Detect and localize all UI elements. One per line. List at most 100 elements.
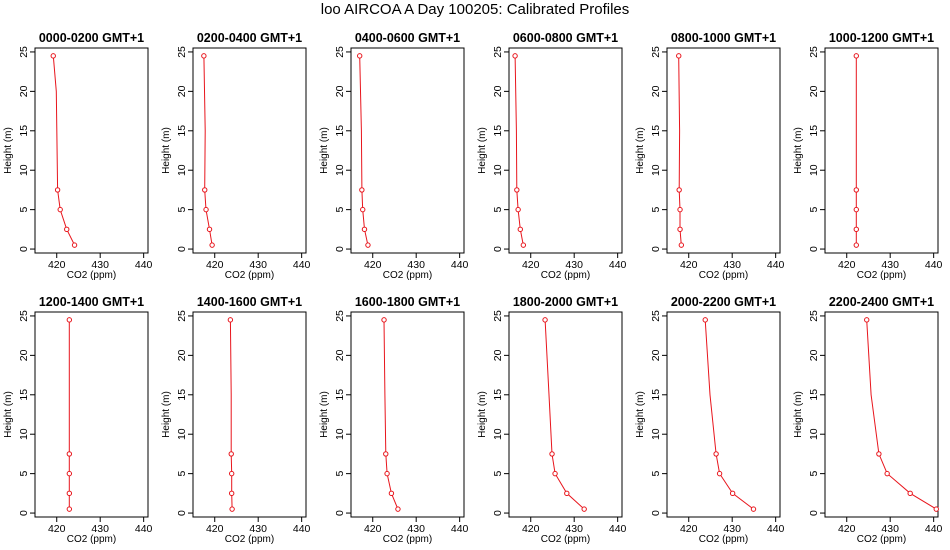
y-tick-label: 0: [808, 246, 820, 252]
profile-point: [71, 242, 78, 248]
y-tick-label: 20: [176, 349, 188, 361]
profile-point: [933, 506, 939, 512]
profile-line: [866, 319, 937, 510]
plot-frame: [34, 47, 149, 254]
y-axis-label: Height (m): [319, 127, 330, 174]
profile-point: [677, 206, 683, 213]
profile-point: [66, 451, 73, 457]
y-tick-label: 5: [176, 207, 188, 213]
y-tick-label: 5: [18, 207, 30, 213]
profile-point: [884, 470, 890, 477]
x-tick-label: 420: [522, 523, 540, 535]
plot-frame: [666, 311, 781, 518]
profile-panel: 1200-1400 GMT+1 420 430 440 0 5 10 15 20 25 CO2 (p…: [3, 295, 153, 545]
plot-frame: [666, 47, 781, 254]
y-tick-label: 10: [176, 428, 188, 440]
y-tick-label: 0: [176, 246, 188, 252]
y-tick-label: 10: [334, 164, 346, 176]
y-tick-label: 10: [808, 164, 820, 176]
profile-point: [864, 317, 870, 323]
y-tick-label: 10: [334, 428, 346, 440]
profile-line: [544, 319, 585, 510]
profile-point: [206, 226, 213, 233]
y-tick-label: 10: [650, 428, 662, 440]
x-tick-label: 430: [249, 259, 267, 271]
y-tick-label: 10: [18, 164, 30, 176]
x-tick-label: 420: [206, 523, 224, 535]
x-tick-label: 420: [680, 523, 698, 535]
x-axis-label: CO2 (ppm): [383, 534, 432, 545]
y-tick-label: 5: [650, 471, 662, 477]
x-tick-label: 440: [925, 259, 943, 271]
y-tick-label: 5: [492, 471, 504, 477]
y-tick-label: 5: [334, 471, 346, 477]
profile-panel: 2200-2400 GMT+1 420 430 440 0 5 10 15 20 25 CO2 (p…: [793, 295, 943, 545]
panel-title: 1400-1600 GMT+1: [197, 295, 302, 309]
profile-point: [676, 53, 682, 59]
y-tick-label: 25: [18, 46, 30, 58]
y-tick-label: 10: [492, 164, 504, 176]
y-tick-label: 0: [18, 246, 30, 252]
y-tick-label: 20: [650, 85, 662, 97]
profile-point: [853, 53, 859, 59]
plot-frame: [824, 47, 939, 254]
y-axis-label: Height (m): [477, 127, 488, 174]
y-tick-label: 10: [18, 428, 30, 440]
y-tick-label: 0: [176, 510, 188, 516]
profile-panel: 0000-0200 GMT+1 420 430 440 0 5 10 15 20 25 CO2 (p…: [3, 31, 153, 281]
profile-point: [66, 470, 73, 477]
profile-point: [66, 490, 73, 497]
profile-point: [581, 506, 587, 512]
panel-title: 1800-2000 GMT+1: [513, 295, 618, 309]
y-tick-label: 25: [650, 310, 662, 322]
y-tick-label: 0: [650, 510, 662, 516]
profile-panel: 1600-1800 GMT+1 420 430 440 0 5 10 15 20 25 CO2 (p…: [319, 295, 469, 545]
x-tick-label: 440: [609, 523, 627, 535]
profile-point: [50, 53, 56, 59]
panel-title: 0200-0400 GMT+1: [197, 31, 302, 45]
profile-point: [678, 242, 685, 248]
y-tick-label: 20: [808, 85, 820, 97]
profile-point: [228, 451, 234, 457]
x-tick-label: 420: [838, 523, 856, 535]
x-axis-label: CO2 (ppm): [67, 270, 116, 281]
y-axis-label: Height (m): [3, 127, 14, 174]
panel-title: 2000-2200 GMT+1: [671, 295, 776, 309]
panel-title: 0600-0800 GMT+1: [513, 31, 618, 45]
plot-frame: [34, 311, 149, 518]
y-tick-label: 10: [650, 164, 662, 176]
profile-point: [907, 490, 913, 497]
y-axis-label: Height (m): [477, 391, 488, 438]
y-tick-label: 15: [176, 389, 188, 401]
x-tick-label: 430: [407, 523, 425, 535]
profile-point: [66, 506, 73, 512]
panel-title: 1600-1800 GMT+1: [355, 295, 460, 309]
y-tick-label: 25: [492, 310, 504, 322]
x-tick-label: 420: [206, 259, 224, 271]
profile-point: [57, 206, 63, 213]
panel-title: 1000-1200 GMT+1: [829, 31, 934, 45]
y-axis-label: Height (m): [793, 391, 804, 438]
y-tick-label: 5: [492, 207, 504, 213]
profile-point: [542, 317, 548, 323]
y-tick-label: 5: [808, 471, 820, 477]
profile-point: [853, 242, 859, 248]
profile-line: [359, 55, 369, 246]
profile-point: [876, 451, 882, 457]
plot-frame: [508, 47, 623, 254]
y-tick-label: 25: [334, 46, 346, 58]
y-tick-label: 20: [334, 349, 346, 361]
profile-point: [676, 187, 682, 193]
profile-line: [678, 55, 682, 246]
profile-point: [713, 451, 719, 457]
profile-point: [512, 53, 518, 59]
y-axis-label: Height (m): [3, 391, 14, 438]
y-tick-label: 0: [334, 246, 346, 252]
x-tick-label: 440: [135, 259, 153, 271]
y-tick-label: 20: [492, 85, 504, 97]
profile-point: [514, 187, 520, 193]
profile-panel: 1000-1200 GMT+1 420 430 440 0 5 10 15 20 25 CO2 (p…: [793, 31, 943, 281]
y-tick-label: 25: [650, 46, 662, 58]
x-axis-label: CO2 (ppm): [541, 270, 590, 281]
